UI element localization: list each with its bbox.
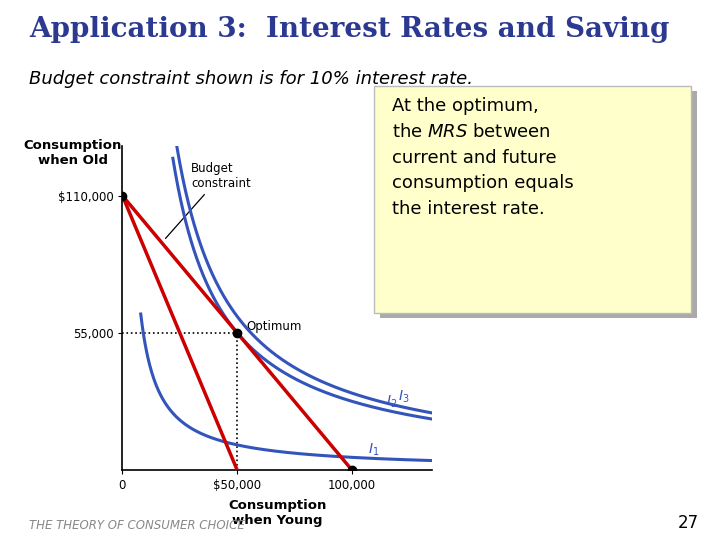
Text: Application 3:  Interest Rates and Saving: Application 3: Interest Rates and Saving — [29, 16, 669, 43]
Text: Budget
constraint: Budget constraint — [166, 161, 251, 239]
X-axis label: Consumption
when Young: Consumption when Young — [228, 499, 326, 527]
Text: $I_3$: $I_3$ — [397, 389, 409, 405]
Text: Budget constraint shown is for 10% interest rate.: Budget constraint shown is for 10% inter… — [29, 70, 473, 88]
Text: Optimum: Optimum — [246, 320, 302, 333]
Text: $I_1$: $I_1$ — [368, 441, 379, 457]
Text: Consumption
when Old: Consumption when Old — [23, 139, 122, 167]
Text: 27: 27 — [678, 514, 698, 532]
Text: THE THEORY OF CONSUMER CHOICE: THE THEORY OF CONSUMER CHOICE — [29, 519, 245, 532]
Text: $I_2$: $I_2$ — [386, 393, 397, 410]
Text: At the optimum,
the $\mathit{MRS}$ between
current and future
consumption equals: At the optimum, the $\mathit{MRS}$ betwe… — [392, 97, 574, 218]
